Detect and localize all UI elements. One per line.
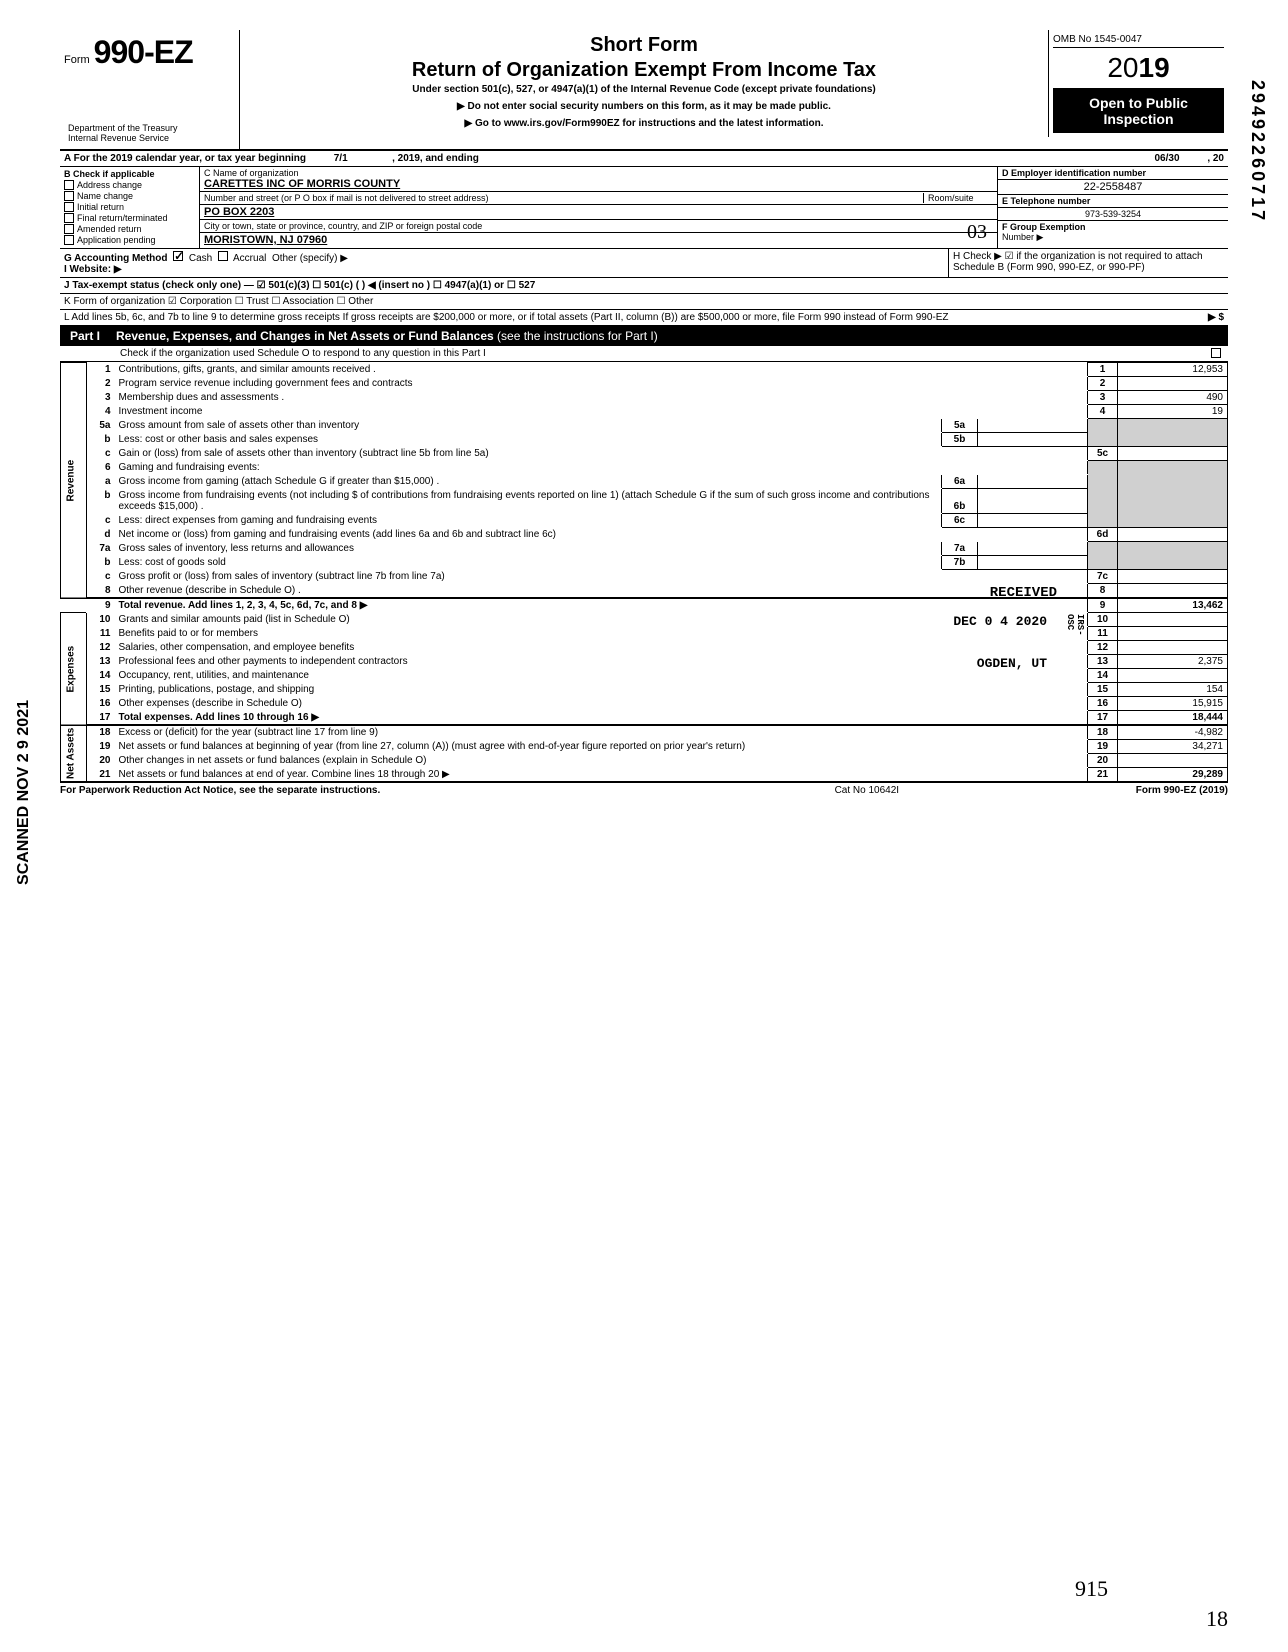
check-final-return[interactable]: Final return/terminated xyxy=(64,213,195,223)
row-a-tax-year: A For the 2019 calendar year, or tax yea… xyxy=(60,151,1228,167)
check-schedule-o[interactable] xyxy=(1211,348,1221,358)
val-line21: 29,289 xyxy=(1118,768,1228,783)
stamp-date: DEC 0 4 2020 xyxy=(953,614,1047,629)
org-city: MORISTOWN, NJ 07960 xyxy=(204,234,327,246)
val-line17: 18,444 xyxy=(1118,711,1228,726)
check-amended[interactable]: Amended return xyxy=(64,224,195,234)
ein-label: D Employer identification number xyxy=(998,167,1228,180)
row-g-h: G Accounting Method Cash Accrual Other (… xyxy=(60,249,1228,278)
check-accrual[interactable] xyxy=(218,251,228,261)
form-number: 990-EZ xyxy=(94,34,193,71)
check-address-change[interactable]: Address change xyxy=(64,180,195,190)
side-expenses: Expenses xyxy=(61,613,87,726)
phone-label: E Telephone number xyxy=(998,195,1228,208)
phone-value: 973-539-3254 xyxy=(998,208,1228,221)
scanned-stamp-vertical: SCANNED NOV 2 9 2021 xyxy=(15,700,33,885)
footer-cat: Cat No 10642I xyxy=(598,785,1136,796)
stamp-received: RECEIVED xyxy=(990,585,1057,601)
row-l-gross-receipts: L Add lines 5b, 6c, and 7b to line 9 to … xyxy=(60,310,1228,326)
open-to-public: Open to Public Inspection xyxy=(1053,89,1224,133)
dept-treasury: Department of the Treasury Internal Reve… xyxy=(64,121,244,145)
handwritten-03: 03 xyxy=(967,221,987,244)
col-b-checkboxes: B Check if applicable Address change Nam… xyxy=(60,167,200,248)
val-line16: 15,915 xyxy=(1118,697,1228,711)
part1-label: Part I xyxy=(60,326,110,346)
barcode-number-vertical: 29492260717 xyxy=(1247,80,1268,223)
row-h-schedule-b: H Check ▶ ☑ if the organization is not r… xyxy=(948,249,1228,277)
handwritten-18: 18 xyxy=(1206,1606,1228,1632)
val-line9: 13,462 xyxy=(1118,598,1228,613)
form-word: Form xyxy=(64,54,90,66)
part1-header: Part I Revenue, Expenses, and Changes in… xyxy=(60,326,1228,346)
side-net-assets: Net Assets xyxy=(61,725,87,782)
handwritten-915: 915 xyxy=(1075,1576,1108,1602)
row-k-form-org: K Form of organization ☑ Corporation ☐ T… xyxy=(60,294,1228,310)
check-app-pending[interactable]: Application pending xyxy=(64,235,195,245)
val-line18: -4,982 xyxy=(1118,725,1228,740)
org-address: PO BOX 2203 xyxy=(204,206,274,218)
col-c-org-info: C Name of organizationCARETTES INC OF MO… xyxy=(200,167,998,248)
val-line13: 2,375 xyxy=(1118,655,1228,669)
check-schedule-o-line: Check if the organization used Schedule … xyxy=(60,346,1228,362)
main-title: Return of Organization Exempt From Incom… xyxy=(248,59,1040,82)
form-header: Form 990-EZ Department of the Treasury I… xyxy=(60,30,1228,151)
val-line3: 490 xyxy=(1118,391,1228,405)
row-j-tax-exempt: J Tax-exempt status (check only one) — ☑… xyxy=(60,278,1228,294)
row-i-website: I Website: ▶ xyxy=(64,264,944,275)
check-name-change[interactable]: Name change xyxy=(64,191,195,201)
val-line19: 34,271 xyxy=(1118,740,1228,754)
part1-table: Revenue 1Contributions, gifts, grants, a… xyxy=(60,362,1228,783)
omb-number: OMB No 1545-0047 xyxy=(1053,34,1224,48)
check-cash[interactable] xyxy=(173,251,183,261)
subtitle: Under section 501(c), 527, or 4947(a)(1)… xyxy=(248,84,1040,95)
stamp-ogden: OGDEN, UT xyxy=(977,656,1047,671)
short-form-label: Short Form xyxy=(248,34,1040,57)
val-line1: 12,953 xyxy=(1118,363,1228,377)
ssn-warning: ▶ Do not enter social security numbers o… xyxy=(248,101,1040,112)
goto-url: ▶ Go to www.irs.gov/Form990EZ for instru… xyxy=(248,118,1040,129)
org-name: CARETTES INC OF MORRIS COUNTY xyxy=(204,178,400,190)
footer: For Paperwork Reduction Act Notice, see … xyxy=(60,783,1228,796)
info-block: B Check if applicable Address change Nam… xyxy=(60,167,1228,249)
val-line4: 19 xyxy=(1118,405,1228,419)
ein-value: 22-2558487 xyxy=(998,180,1228,195)
tax-year: 2019 xyxy=(1053,48,1224,89)
side-revenue: Revenue xyxy=(61,363,87,599)
footer-form: Form 990-EZ (2019) xyxy=(1136,785,1228,796)
footer-pra: For Paperwork Reduction Act Notice, see … xyxy=(60,785,598,796)
check-initial-return[interactable]: Initial return xyxy=(64,202,195,212)
col-de: D Employer identification number 22-2558… xyxy=(998,167,1228,248)
val-line15: 154 xyxy=(1118,683,1228,697)
col-b-header: B Check if applicable xyxy=(64,169,195,179)
stamp-irs: IRS-OSC xyxy=(1065,614,1085,636)
